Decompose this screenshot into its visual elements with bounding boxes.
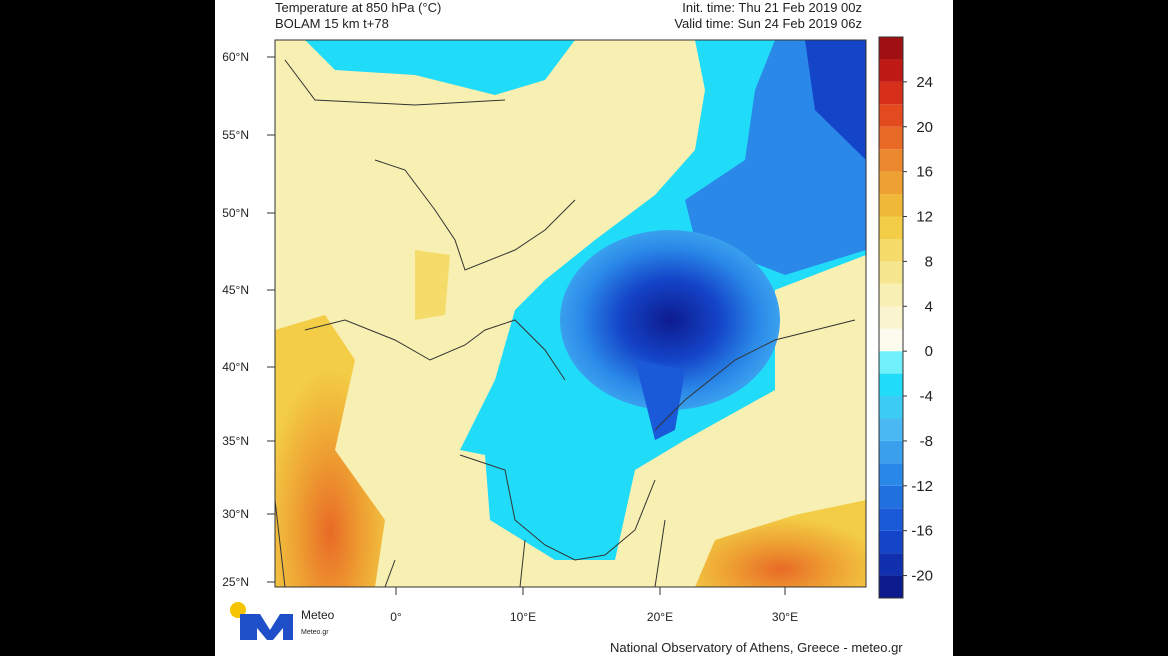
- colorbar-band: [879, 283, 903, 307]
- colorbar-band: [879, 37, 903, 60]
- lon-label: 10°E: [510, 610, 536, 624]
- colorbar-band: [879, 530, 903, 554]
- colorbar-label: 12: [916, 209, 933, 226]
- lon-label: 0°: [390, 610, 402, 624]
- map-figure: Temperature at 850 hPa (°C) BOLAM 15 km …: [222, 0, 933, 655]
- colorbar-label: 20: [916, 119, 933, 136]
- colorbar-band: [879, 373, 903, 397]
- colorbar-band: [879, 463, 903, 486]
- colorbar-band: [879, 575, 903, 598]
- colorbar-band: [879, 553, 903, 576]
- lat-label: 35°N: [222, 434, 249, 448]
- map-frame: [274, 39, 867, 588]
- colorbar-band: [879, 485, 903, 509]
- lat-label: 50°N: [222, 206, 249, 220]
- colorbar-band: [879, 194, 903, 217]
- colorbar-label: -12: [911, 478, 933, 495]
- colorbar-band: [879, 261, 903, 284]
- colorbar-band: [879, 440, 903, 464]
- colorbar-band: [879, 508, 903, 531]
- colorbar-label: 24: [916, 74, 933, 91]
- init-time: Init. time: Thu 21 Feb 2019 00z: [682, 0, 862, 15]
- cold-region: [635, 360, 685, 440]
- lat-label: 45°N: [222, 283, 249, 297]
- lon-label: 30°E: [772, 610, 798, 624]
- cold-core: [560, 230, 780, 410]
- cold-region: [305, 40, 575, 95]
- logo-name: Meteo: [301, 608, 335, 622]
- warm-region: [415, 250, 450, 320]
- colorbar-band: [879, 104, 903, 127]
- colorbar-band: [879, 171, 903, 195]
- lat-label: 55°N: [222, 128, 249, 142]
- colorbar-frame: [878, 36, 904, 599]
- colorbar-band: [879, 238, 903, 262]
- colorbar-band: [879, 306, 903, 329]
- panel: Temperature at 850 hPa (°C) BOLAM 15 km …: [215, 0, 953, 656]
- colorbar-label: -4: [920, 388, 933, 405]
- colorbar-label: -16: [911, 523, 933, 540]
- valid-time: Valid time: Sun 24 Feb 2019 06z: [674, 16, 862, 31]
- lat-label: 30°N: [222, 507, 249, 521]
- coastlines: [275, 59, 856, 587]
- lat-label: 60°N: [222, 50, 249, 64]
- lat-label: 25°N: [222, 575, 249, 589]
- colorbar-band: [879, 149, 903, 172]
- colorbar-band: [879, 418, 903, 441]
- lat-label: 40°N: [222, 360, 249, 374]
- colorbar-label: -8: [920, 433, 933, 450]
- warm-region: [275, 315, 385, 587]
- footer: National Observatory of Athens, Greece -…: [610, 640, 903, 655]
- colorbar-label: 4: [925, 298, 933, 315]
- colorbar-band: [879, 216, 903, 239]
- colorbar-label: 0: [925, 343, 933, 360]
- colorbar-label: 16: [916, 164, 933, 181]
- colorbar-band: [879, 351, 903, 374]
- model-label: BOLAM 15 km t+78: [275, 16, 389, 31]
- lon-label: 20°E: [647, 610, 673, 624]
- map-title: Temperature at 850 hPa (°C): [275, 0, 441, 15]
- colorbar-label: 8: [925, 253, 933, 270]
- cold-region: [805, 40, 866, 160]
- colorbar-band: [879, 328, 903, 352]
- colorbar-band: [879, 396, 903, 419]
- colorbar-band: [879, 59, 903, 82]
- map: [275, 40, 866, 587]
- colorbar-band: [879, 81, 903, 105]
- colorbar-band: [879, 126, 903, 150]
- logo-tagline: Meteo.gr: [301, 629, 329, 636]
- colorbar-label: -20: [911, 568, 933, 585]
- warm-region: [695, 500, 866, 587]
- logo-mark: [240, 614, 293, 640]
